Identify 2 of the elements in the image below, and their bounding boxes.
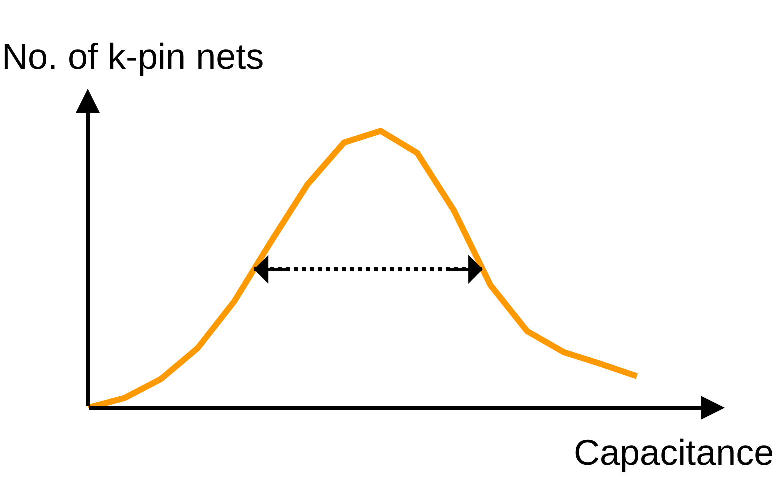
x-axis-title: Capacitance [574, 432, 774, 473]
y-axis-title: No. of k-pin nets [2, 36, 264, 77]
